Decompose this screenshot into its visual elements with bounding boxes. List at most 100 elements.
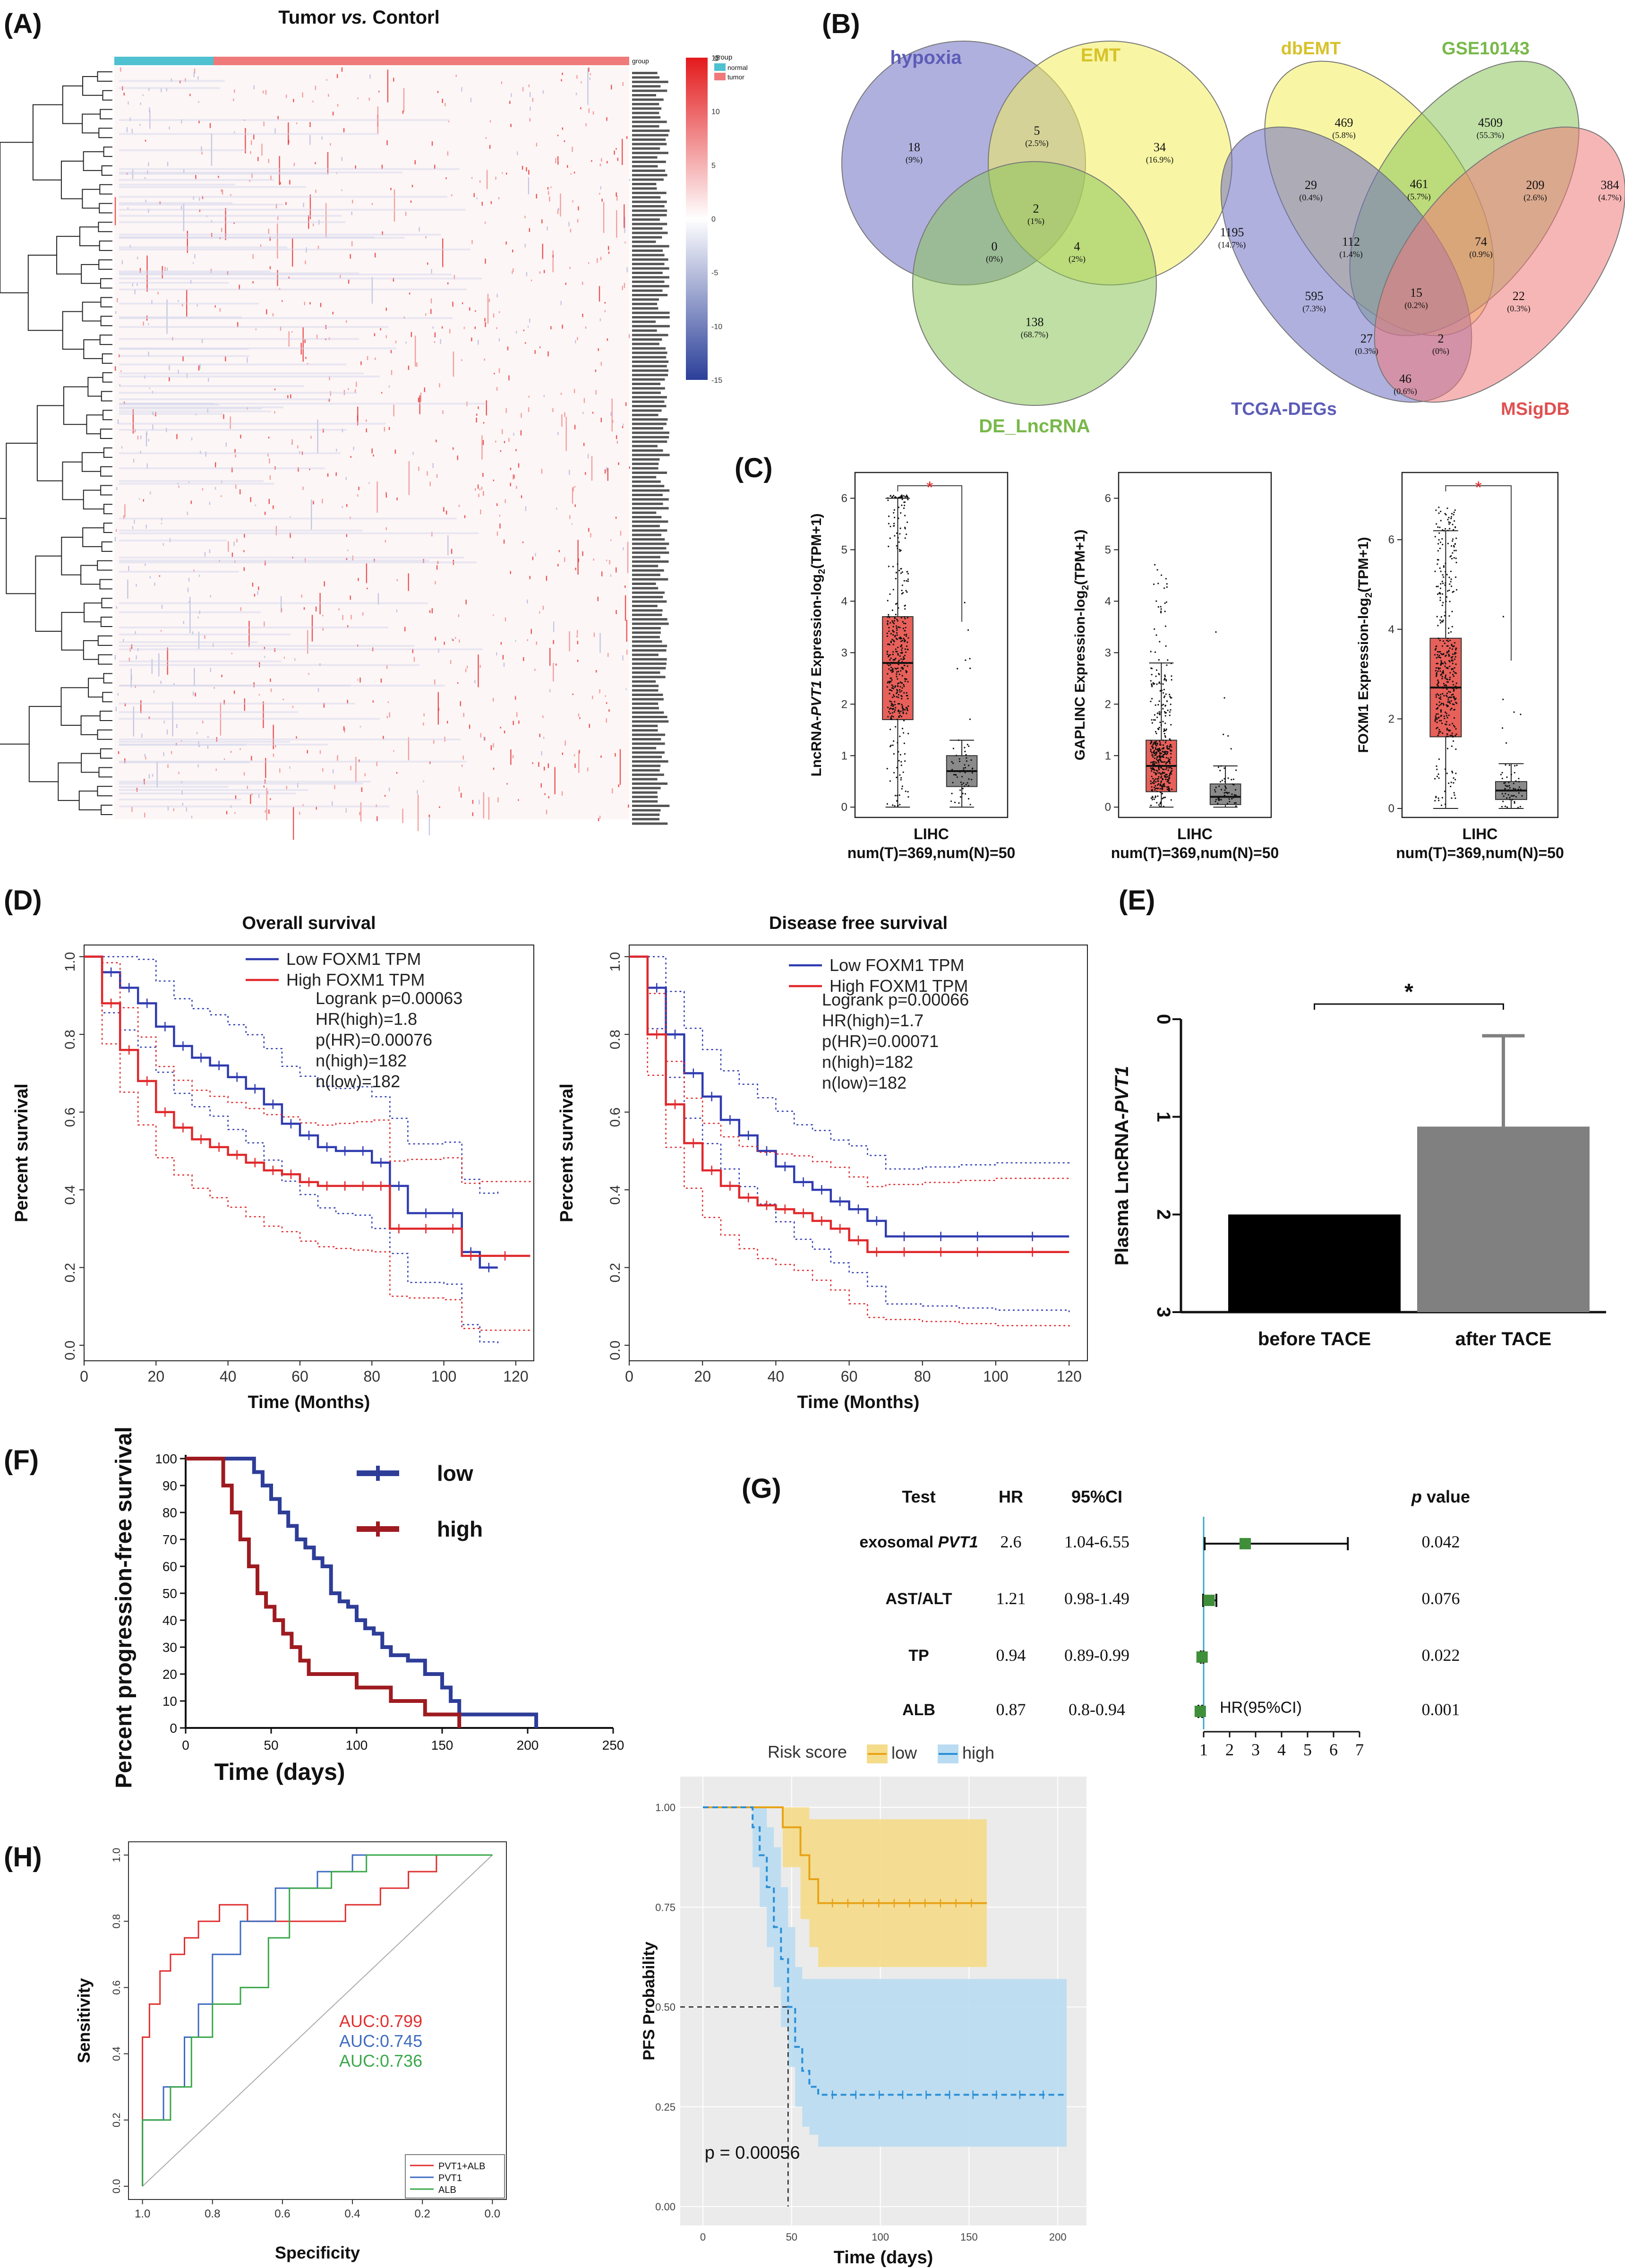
jitter-point xyxy=(1167,779,1169,781)
jitter-point xyxy=(970,759,972,761)
heatmap-cell xyxy=(162,266,163,279)
heatmap-cell xyxy=(201,339,203,344)
jitter-point xyxy=(898,569,900,571)
jitter-point xyxy=(895,625,898,627)
heatmap-cell xyxy=(560,393,562,395)
jitter-point xyxy=(1453,514,1454,515)
jitter-point xyxy=(889,654,891,656)
jitter-point xyxy=(907,497,909,498)
heatmap-cell xyxy=(264,621,265,627)
jitter-point xyxy=(1155,634,1157,636)
jitter-point xyxy=(1228,792,1230,794)
heatmap-cell xyxy=(268,498,270,504)
heatmap-cell xyxy=(254,593,256,597)
dendrogram-branch xyxy=(100,466,112,477)
row-label-mark xyxy=(632,352,667,354)
heatmap-row-shade xyxy=(119,398,332,401)
heatmap-cell xyxy=(386,140,388,146)
diagonal-reference xyxy=(142,1855,493,2187)
heatmap-row-shade xyxy=(119,412,223,415)
jitter-point xyxy=(1453,670,1454,672)
heatmap-cell xyxy=(437,561,439,564)
heatmap-cell xyxy=(429,481,431,486)
jitter-point xyxy=(1152,756,1154,758)
heatmap-cell xyxy=(199,197,200,201)
jitter-point xyxy=(1444,661,1445,663)
jitter-point xyxy=(1170,739,1172,741)
jitter-point xyxy=(893,623,895,625)
row-label-mark xyxy=(632,418,668,421)
jitter-point xyxy=(963,767,965,769)
jitter-point xyxy=(1505,806,1506,808)
heatmap-cell xyxy=(132,283,133,287)
jitter-point xyxy=(965,659,966,661)
jitter-point xyxy=(892,653,894,655)
heatmap-cell xyxy=(210,595,211,598)
jitter-point xyxy=(1163,806,1164,808)
jitter-point xyxy=(892,589,894,591)
heatmap-cell xyxy=(483,792,485,818)
heatmap-cell xyxy=(455,74,457,77)
heatmap-cell xyxy=(243,567,245,571)
jitter-point xyxy=(900,567,902,570)
jitter-point xyxy=(967,629,969,631)
jitter-point xyxy=(1151,782,1154,784)
heatmap-cell xyxy=(387,69,389,103)
heatmap-cell xyxy=(488,299,490,302)
jitter-point xyxy=(1437,773,1439,775)
jitter-point xyxy=(963,782,965,784)
heatmap-cell xyxy=(160,680,162,684)
row-label-mark xyxy=(632,556,660,558)
heatmap-cell xyxy=(611,85,612,90)
heatmap-cell xyxy=(137,257,138,259)
heatmap-cell xyxy=(480,509,481,515)
row-label-mark xyxy=(632,94,656,96)
jitter-point xyxy=(890,667,892,669)
jitter-point xyxy=(1446,747,1449,749)
heatmap-cell xyxy=(536,641,537,645)
heatmap-cell xyxy=(562,72,563,75)
jitter-point xyxy=(1450,570,1452,572)
heatmap-cell xyxy=(298,467,299,472)
heatmap-cell xyxy=(306,247,307,253)
jitter-point xyxy=(1165,757,1167,759)
jitter-point xyxy=(901,640,903,642)
jitter-point xyxy=(1169,745,1171,747)
jitter-point xyxy=(1156,743,1158,745)
jitter-point xyxy=(1161,748,1163,750)
jitter-point xyxy=(1501,793,1503,795)
heatmap-cell xyxy=(221,675,222,678)
heatmap-cell xyxy=(114,366,116,371)
row-label-mark xyxy=(632,511,657,514)
heatmap-cell xyxy=(402,110,404,114)
jitter-point xyxy=(900,779,902,781)
jitter-point xyxy=(1155,772,1157,774)
jitter-point xyxy=(1161,775,1163,777)
jitter-point xyxy=(1226,792,1229,794)
heatmap-row-shade xyxy=(119,403,214,405)
jitter-point xyxy=(903,686,905,687)
heatmap-cell xyxy=(497,797,499,803)
heatmap-cell xyxy=(233,131,235,133)
heatmap-cell xyxy=(136,584,137,587)
heatmap-row-shade xyxy=(119,208,466,211)
panel-c-pvt1-boxplot: 0123456*LIHCnum(T)=369,num(N)=50LncRNA-P… xyxy=(809,472,1015,861)
heatmap-row-shade xyxy=(119,648,483,651)
heatmap-cell xyxy=(375,253,376,258)
jitter-point xyxy=(1452,648,1454,650)
jitter-point xyxy=(1440,720,1442,722)
colorbar-tick: -5 xyxy=(711,269,718,277)
jitter-point xyxy=(961,783,963,785)
jitter-point xyxy=(1448,653,1450,655)
jitter-point xyxy=(899,681,901,683)
dendrogram-branch xyxy=(103,410,112,421)
jitter-point xyxy=(889,700,891,702)
heatmap-cell xyxy=(135,631,136,635)
heatmap-cell xyxy=(562,325,563,329)
row-label-mark xyxy=(632,72,658,74)
y-tick-label: 1.0 xyxy=(111,1848,122,1863)
jitter-point xyxy=(1165,776,1167,778)
heatmap-cell xyxy=(585,123,587,127)
heatmap-cell xyxy=(493,743,494,747)
jitter-point xyxy=(1159,806,1161,808)
